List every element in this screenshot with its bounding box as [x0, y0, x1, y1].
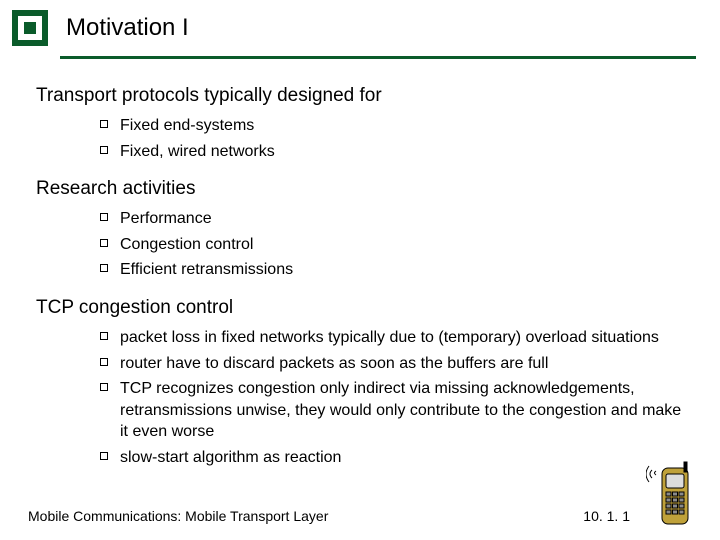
section-heading: TCP congestion control	[36, 297, 684, 319]
slide-content: Transport protocols typically designed f…	[0, 59, 720, 471]
slide-header: Motivation I	[0, 0, 720, 56]
mobile-phone-icon	[646, 460, 702, 532]
bullet-list: Performance Congestion control Efficient…	[36, 206, 684, 283]
list-item: Fixed, wired networks	[100, 139, 684, 165]
page-number: 10. 1. 1	[583, 508, 630, 524]
section-heading: Transport protocols typically designed f…	[36, 85, 684, 107]
section-heading: Research activities	[36, 178, 684, 200]
list-item: router have to discard packets as soon a…	[100, 351, 684, 377]
logo-icon	[12, 10, 48, 46]
list-item: Efficient retransmissions	[100, 257, 684, 283]
footer-text: Mobile Communications: Mobile Transport …	[28, 508, 328, 524]
list-item: Congestion control	[100, 232, 684, 258]
list-item: Performance	[100, 206, 684, 232]
slide: Motivation I Transport protocols typical…	[0, 0, 720, 540]
bullet-list: Fixed end-systems Fixed, wired networks	[36, 113, 684, 164]
list-item: TCP recognizes congestion only indirect …	[100, 376, 684, 445]
bullet-list: packet loss in fixed networks typically …	[36, 325, 684, 471]
list-item: Fixed end-systems	[100, 113, 684, 139]
list-item: slow-start algorithm as reaction	[100, 445, 684, 471]
slide-title: Motivation I	[66, 14, 189, 42]
list-item: packet loss in fixed networks typically …	[100, 325, 684, 351]
